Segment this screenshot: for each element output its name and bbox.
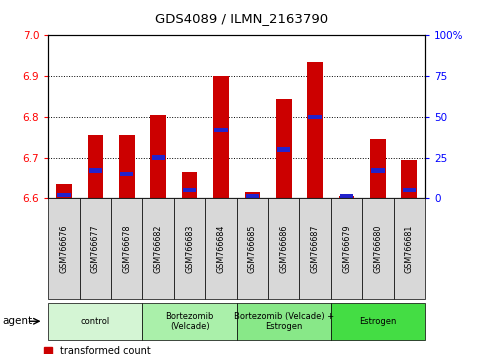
Bar: [403, 188, 416, 192]
Bar: [277, 147, 290, 152]
Text: GSM766684: GSM766684: [216, 224, 226, 273]
Bar: [120, 172, 133, 176]
Legend: transformed count, percentile rank within the sample: transformed count, percentile rank withi…: [43, 347, 225, 354]
Text: GSM766676: GSM766676: [59, 224, 69, 273]
Bar: [246, 194, 259, 199]
Bar: [182, 172, 198, 198]
Text: agent: agent: [2, 316, 32, 326]
Text: GSM766681: GSM766681: [405, 224, 414, 273]
Text: GSM766686: GSM766686: [279, 224, 288, 273]
Bar: [307, 62, 323, 198]
Bar: [57, 193, 71, 197]
Bar: [213, 76, 229, 198]
Bar: [401, 160, 417, 198]
Bar: [214, 127, 227, 132]
Text: GSM766677: GSM766677: [91, 224, 100, 273]
Text: GSM766685: GSM766685: [248, 224, 257, 273]
Text: GSM766679: GSM766679: [342, 224, 351, 273]
Text: GSM766687: GSM766687: [311, 224, 320, 273]
Text: GDS4089 / ILMN_2163790: GDS4089 / ILMN_2163790: [155, 12, 328, 25]
Text: Estrogen: Estrogen: [359, 317, 397, 326]
Text: control: control: [81, 317, 110, 326]
Text: GSM766678: GSM766678: [122, 224, 131, 273]
Bar: [150, 115, 166, 198]
Text: GSM766683: GSM766683: [185, 224, 194, 273]
Bar: [340, 194, 353, 199]
Bar: [339, 196, 355, 198]
Bar: [56, 184, 72, 198]
Bar: [87, 135, 103, 198]
Bar: [309, 115, 322, 119]
Bar: [276, 98, 292, 198]
Bar: [89, 168, 102, 173]
Text: Bortezomib (Velcade) +
Estrogen: Bortezomib (Velcade) + Estrogen: [234, 312, 334, 331]
Bar: [370, 139, 386, 198]
Bar: [371, 168, 384, 173]
Text: GSM766680: GSM766680: [373, 224, 383, 273]
Bar: [244, 192, 260, 198]
Bar: [152, 155, 165, 160]
Bar: [183, 188, 196, 192]
Text: Bortezomib
(Velcade): Bortezomib (Velcade): [165, 312, 214, 331]
Bar: [119, 135, 135, 198]
Text: GSM766682: GSM766682: [154, 224, 163, 273]
